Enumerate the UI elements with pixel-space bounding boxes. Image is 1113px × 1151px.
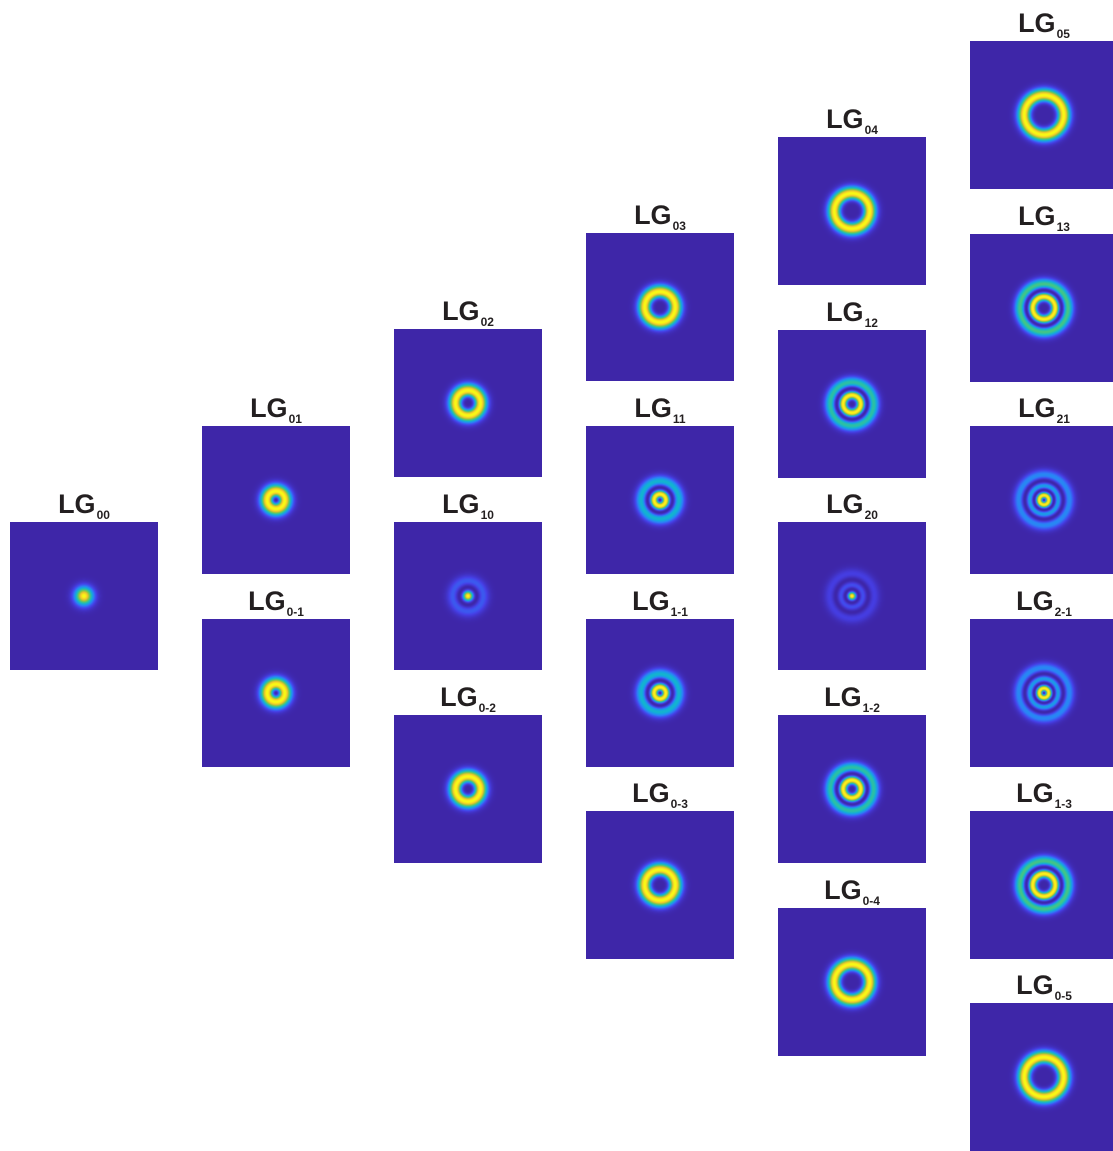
mode-intensity-image [970,619,1113,767]
mode-label: LG0-4 [824,875,880,908]
mode-label: LG20 [826,489,878,522]
mode-label: LG1-3 [1016,778,1072,811]
mode-intensity-image [778,330,926,478]
mode-intensity-image [970,811,1113,959]
mode-label: LG11 [634,393,686,426]
mode-intensity-image [970,41,1113,189]
mode-intensity-image [394,715,542,863]
mode-label: LG03 [634,200,686,233]
mode-intensity-image [202,426,350,574]
mode-label: LG05 [1018,8,1070,41]
mode-label: LG13 [1018,201,1070,234]
mode-intensity-image [970,426,1113,574]
mode-label: LG2-1 [1016,586,1072,619]
mode-label: LG12 [826,297,878,330]
mode-intensity-image [778,908,926,1056]
mode-label: LG10 [442,489,494,522]
mode-label: LG01 [250,393,302,426]
mode-intensity-image [586,811,734,959]
mode-intensity-image [970,1003,1113,1151]
mode-intensity-image [586,233,734,381]
mode-intensity-image [586,426,734,574]
mode-label: LG0-1 [248,586,304,619]
mode-label: LG1-2 [824,682,880,715]
mode-label: LG00 [58,489,110,522]
mode-intensity-image [778,522,926,670]
mode-intensity-image [778,715,926,863]
mode-label: LG0-2 [440,682,496,715]
mode-label: LG0-5 [1016,970,1072,1003]
mode-label: LG1-1 [632,586,688,619]
mode-intensity-image [586,619,734,767]
mode-intensity-image [394,329,542,477]
mode-label: LG02 [442,296,494,329]
mode-intensity-image [202,619,350,767]
mode-intensity-image [10,522,158,670]
mode-intensity-image [394,522,542,670]
mode-label: LG04 [826,104,878,137]
mode-intensity-image [970,234,1113,382]
mode-label: LG0-3 [632,778,688,811]
mode-label: LG21 [1018,393,1070,426]
mode-intensity-image [778,137,926,285]
